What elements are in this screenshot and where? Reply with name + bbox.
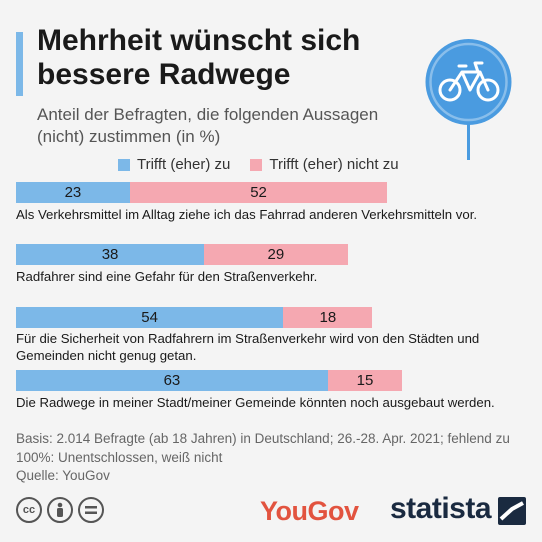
stacked-bar-chart: 23 52 Als Verkehrsmittel im Alltag ziehe i… (16, 182, 495, 410)
bar-value-label-agree-3: 54 (141, 309, 158, 326)
bar-value-label-disagree-1: 52 (250, 184, 267, 201)
category-label-3: Für die Sicherheit von Radfahrern im Str… (16, 331, 480, 363)
bar-value-label-agree-4: 63 (163, 372, 181, 389)
yougov-logo: YouGov (260, 496, 359, 526)
category-label-4: Die Radwege in meiner Stadt/meiner Gemei… (16, 395, 495, 410)
attribution-icon (47, 497, 73, 523)
legend-label-disagree: Trifft (eher) nicht zu (269, 156, 399, 173)
bicycle-sign-icon (425, 39, 512, 160)
bar-agree-2 (16, 244, 205, 265)
bar-value-label-disagree-4: 15 (356, 372, 374, 389)
bar-agree-3 (16, 307, 284, 328)
title-accent-bar (16, 32, 23, 96)
bar-disagree-4 (327, 370, 403, 391)
bar-value-label-disagree-2: 29 (267, 246, 285, 263)
bar-disagree-2 (204, 244, 348, 265)
chart-title: Mehrheit wünscht sich bessere Radwege (37, 24, 361, 91)
chart-subtitle: Anteil der Befragten, die folgenden Auss… (37, 105, 379, 146)
legend-swatch-agree (118, 158, 130, 171)
bar-disagree-1 (129, 182, 388, 203)
legend-item-agree: Trifft (eher) zu (118, 156, 230, 173)
bar-disagree-3 (283, 307, 373, 328)
bar-value-label-agree-1: 23 (64, 184, 82, 201)
legend-item-disagree: Trifft (eher) nicht zu (250, 156, 399, 173)
footer-source: Quelle: YouGov (16, 468, 110, 483)
chart-footer: Basis: 2.014 Befragte (ab 18 Jahren) in … (16, 430, 526, 486)
bar-value-label-agree-2: 38 (101, 246, 119, 263)
license-icons: cc (16, 497, 109, 523)
legend-swatch-disagree (250, 158, 263, 171)
statista-logo: statista (390, 492, 492, 525)
bar-agree-1 (16, 182, 130, 203)
chart-legend: Trifft (eher) zu Trifft (eher) nicht zu (118, 156, 419, 173)
bar-agree-4 (16, 370, 328, 391)
category-label-2: Radfahrer sind eine Gefahr für den Straß… (16, 269, 318, 284)
no-derivatives-icon (78, 497, 104, 523)
bar-value-label-disagree-3: 18 (319, 309, 337, 326)
legend-label-agree: Trifft (eher) zu (137, 156, 231, 173)
category-label-1: Als Verkehrsmittel im Alltag ziehe ich d… (16, 207, 478, 222)
cc-icon: cc (16, 497, 42, 523)
statista-mark-icon (498, 497, 526, 525)
footer-basis: Basis: 2.014 Befragte (ab 18 Jahren) in … (16, 431, 510, 465)
